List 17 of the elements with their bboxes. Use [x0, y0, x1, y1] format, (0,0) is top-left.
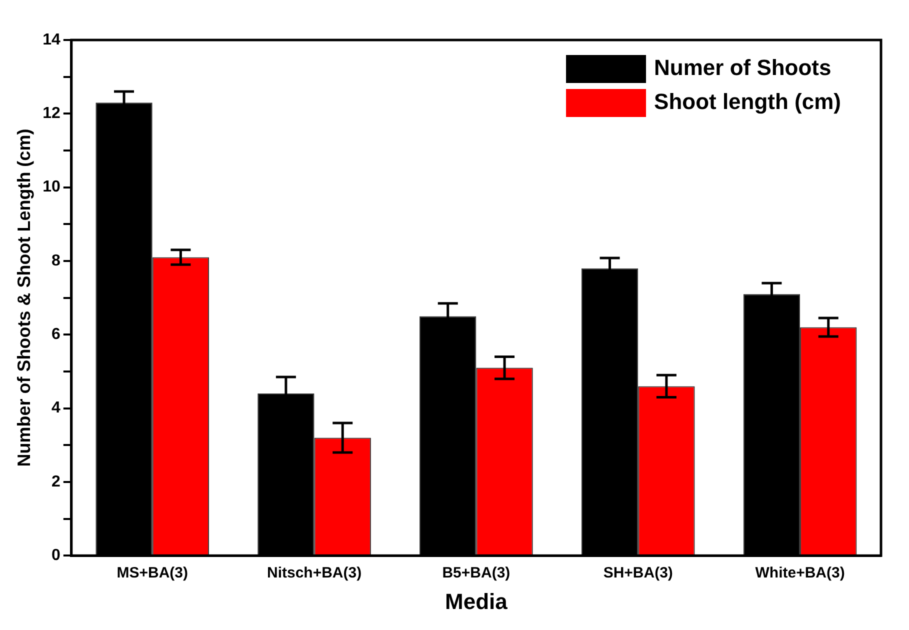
x-tick-label: White+BA(3)	[755, 564, 845, 582]
x-tick-label: MS+BA(3)	[116, 564, 188, 582]
x-tick-label: B5+BA(3)	[442, 564, 510, 582]
legend-label: Numer of Shoots	[654, 55, 832, 80]
y-tick-label: 14	[42, 31, 60, 48]
y-tick-label: 10	[42, 178, 60, 196]
y-tick-label: 0	[51, 547, 60, 564]
x-axis-title: Media	[445, 588, 508, 614]
x-tick-label: SH+BA(3)	[603, 564, 673, 582]
y-axis-title: Number of Shoots & Shoot Length (cm)	[14, 128, 34, 467]
y-tick-label: 4	[51, 400, 60, 417]
x-tick-label: Nitsch+BA(3)	[266, 564, 362, 582]
y-tick-label: 2	[51, 473, 60, 490]
legend-label: Shoot length (cm)	[654, 89, 842, 114]
y-tick-label: 8	[51, 252, 60, 270]
y-tick-label: 6	[51, 326, 60, 344]
y-tick-label: 12	[42, 105, 60, 122]
